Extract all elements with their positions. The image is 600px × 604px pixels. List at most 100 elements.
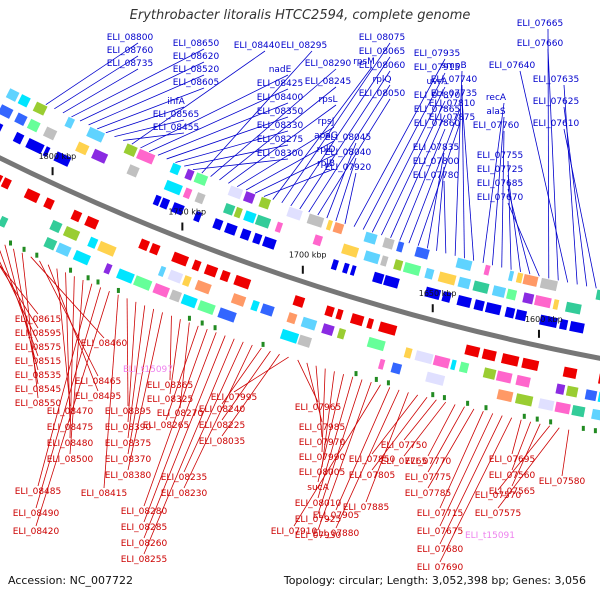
gene-label[interactable]: ELI_07640 <box>489 61 536 71</box>
gene-label[interactable]: ELI_08365 <box>147 381 194 391</box>
gene-label[interactable]: ELI_08295 <box>281 41 328 51</box>
gene-label[interactable]: ELI_08005 <box>299 468 346 478</box>
gene-label[interactable]: ELI_08225 <box>199 421 246 431</box>
gene-label[interactable]: ELI_08280 <box>121 507 168 517</box>
gene-label[interactable]: ELI_08500 <box>47 455 94 465</box>
gene-label[interactable]: ELI_07880 <box>313 529 360 539</box>
gene-label[interactable]: ELI_07910 <box>271 527 318 537</box>
gene-label[interactable]: ELI_08470 <box>47 407 94 417</box>
gene-label[interactable]: ELI_07780 <box>413 171 460 181</box>
gene-label[interactable]: ELI_07610 <box>533 119 580 129</box>
gene-label[interactable]: ihfA <box>167 97 185 107</box>
gene-label[interactable]: ELI_08050 <box>359 89 406 99</box>
gene-label[interactable]: ELI_08240 <box>199 405 246 415</box>
gene-label[interactable]: ELI_07695 <box>489 455 536 465</box>
gene-label[interactable]: ELI_07810 <box>429 99 476 109</box>
gene-label[interactable]: ELI_08650 <box>173 39 220 49</box>
gene-label[interactable]: sucA <box>307 483 329 493</box>
gene-label[interactable]: ELI_07565 <box>489 487 536 497</box>
gene-label[interactable]: ELI_08425 <box>257 79 304 89</box>
gene-label[interactable]: nadE <box>269 65 292 75</box>
gene-label[interactable]: ELI_07680 <box>417 545 464 555</box>
gene-label[interactable]: ELI_08575 <box>15 343 62 353</box>
gene-label[interactable]: ELI_08075 <box>359 33 406 43</box>
gene-label[interactable]: ELI_08260 <box>121 539 168 549</box>
gene-label[interactable]: ELI_07760 <box>473 121 520 131</box>
gene-label[interactable]: ELI_07770 <box>405 457 452 467</box>
gene-label[interactable]: ELI_08545 <box>15 385 62 395</box>
gene-label[interactable]: ELI_08440 <box>234 41 281 51</box>
gene-label[interactable]: ELI_08060 <box>359 61 406 71</box>
gene-label[interactable]: uvrA <box>427 77 449 87</box>
gene-label[interactable]: ELI_08615 <box>15 315 62 325</box>
gene-label[interactable]: ELI_08325 <box>147 395 194 405</box>
gene-label[interactable]: ELI_08490 <box>13 509 60 519</box>
gene-label[interactable]: ELI_08370 <box>105 455 152 465</box>
gene-label[interactable]: ELI_08035 <box>199 437 246 447</box>
gene-label[interactable]: ELI_07755 <box>477 151 524 161</box>
gene-label[interactable]: ELI_07635 <box>533 75 580 85</box>
gene-label[interactable]: ELI_07990 <box>299 453 346 463</box>
rna-label[interactable]: ELI_t15091 <box>465 531 515 541</box>
gene-label[interactable]: ELI_07920 <box>325 163 372 173</box>
rna-label[interactable]: ELI_t15097 <box>123 365 173 375</box>
gene-label[interactable]: ELI_07775 <box>405 473 452 483</box>
gene-label[interactable]: rpsL <box>318 95 337 105</box>
gene-label[interactable]: ELI_07625 <box>533 97 580 107</box>
gene-label[interactable]: ELI_08515 <box>15 357 62 367</box>
gene-label[interactable]: ELI_07735 <box>431 89 478 99</box>
gene-label[interactable]: ELI_07800 <box>413 157 460 167</box>
gene-label[interactable]: ELI_08400 <box>257 93 304 103</box>
gene-label[interactable]: ELI_08265 <box>143 421 190 431</box>
gene-label[interactable]: ELI_08565 <box>153 110 200 120</box>
gene-label[interactable]: rplB <box>317 159 335 169</box>
gene-label[interactable]: ELI_07865 <box>414 105 461 115</box>
gene-label[interactable]: ELI_08485 <box>15 487 62 497</box>
gene-label[interactable]: ELI_08495 <box>75 392 122 402</box>
gene-label[interactable]: ELI_08245 <box>305 77 352 87</box>
gene-label[interactable]: ELI_07665 <box>517 19 564 29</box>
gene-label[interactable]: ELI_08620 <box>173 52 220 62</box>
gene-label[interactable]: ELI_08800 <box>107 33 154 43</box>
gene-label[interactable]: smpB <box>441 61 466 71</box>
gene-label[interactable]: ELI_08380 <box>105 471 152 481</box>
gene-label[interactable]: ELI_08300 <box>257 149 304 159</box>
gene-label[interactable]: ELI_07660 <box>517 39 564 49</box>
gene-label[interactable]: rpsJ <box>318 117 335 127</box>
gene-label[interactable]: ELI_07580 <box>539 477 586 487</box>
gene-label[interactable]: ELI_07570 <box>475 491 522 501</box>
gene-label[interactable]: ELI_08760 <box>107 46 154 56</box>
gene-label[interactable]: ELI_07850 <box>349 455 396 465</box>
gene-label[interactable]: ELI_07925 <box>295 515 342 525</box>
gene-label[interactable]: ELI_08275 <box>257 135 304 145</box>
gene-label[interactable]: ELI_07690 <box>417 563 464 573</box>
gene-label[interactable]: ELI_08420 <box>13 527 60 537</box>
gene-label[interactable]: ELI_07740 <box>431 75 478 85</box>
gene-label[interactable]: ELI_08535 <box>15 371 62 381</box>
gene-label[interactable]: ELI_07935 <box>414 49 461 59</box>
gene-label[interactable]: ELI_08395 <box>105 407 152 417</box>
gene-label[interactable]: ELI_07870 <box>414 91 461 101</box>
gene-label[interactable]: alaS <box>486 107 506 117</box>
gene-label[interactable]: ELI_08040 <box>325 148 372 158</box>
gene-label[interactable]: ELI_07985 <box>299 423 346 433</box>
gene-label[interactable]: ELI_07885 <box>343 503 390 513</box>
gene-label[interactable]: ELI_08010 <box>295 499 342 509</box>
gene-label[interactable]: ELI_08475 <box>47 423 94 433</box>
gene-label[interactable]: ELI_07685 <box>477 179 524 189</box>
gene-label[interactable]: ELI_07875 <box>429 113 476 123</box>
gene-label[interactable]: ELI_07725 <box>477 165 524 175</box>
gene-label[interactable]: ELI_07765 <box>381 457 428 467</box>
gene-label[interactable]: ELI_08605 <box>173 78 220 88</box>
gene-label[interactable]: ELI_08230 <box>161 489 208 499</box>
gene-label[interactable]: recA <box>486 93 507 103</box>
gene-label[interactable]: ELI_07905 <box>313 511 360 521</box>
gene-label[interactable]: ELI_08255 <box>121 555 168 565</box>
gene-label[interactable]: ELI_08550 <box>15 399 62 409</box>
gene-label[interactable]: ELI_07715 <box>417 509 464 519</box>
gene-label[interactable]: rplQ <box>373 75 392 85</box>
gene-label[interactable]: ELI_07995 <box>211 393 258 403</box>
gene-label[interactable]: ELI_07965 <box>295 403 342 413</box>
gene-label[interactable]: ELI_08735 <box>107 59 154 69</box>
gene-label[interactable]: ELI_07860 <box>414 119 461 129</box>
